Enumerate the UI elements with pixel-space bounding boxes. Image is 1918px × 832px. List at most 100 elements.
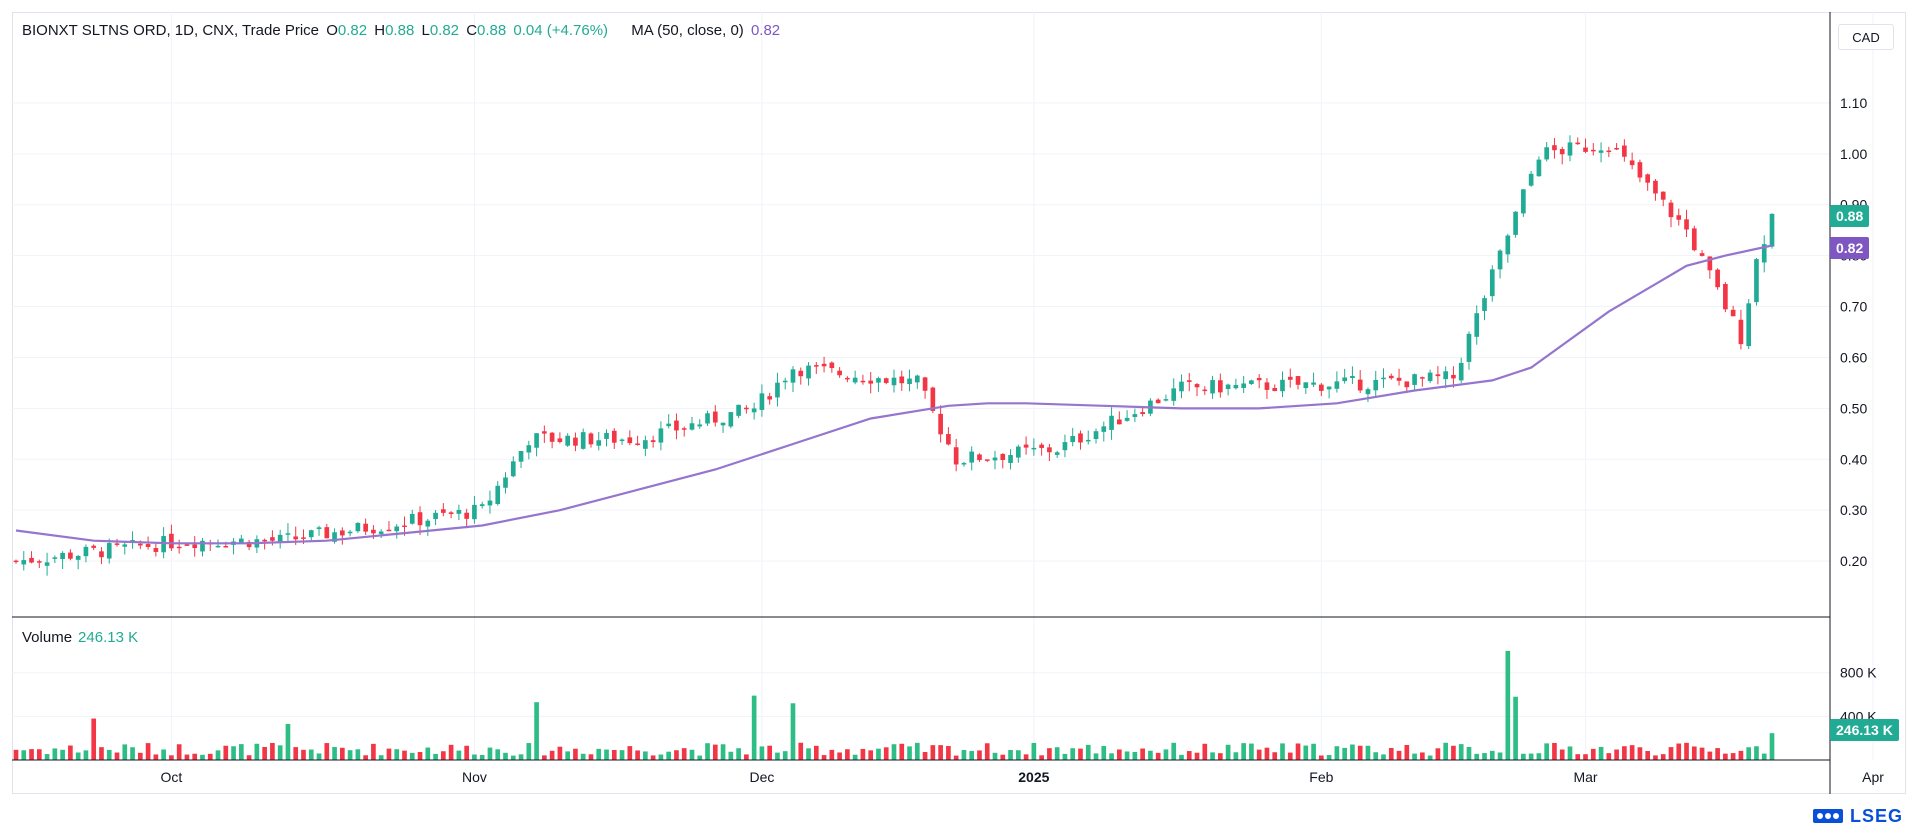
- candle-body: [417, 512, 423, 526]
- candle-body: [1000, 453, 1006, 460]
- candle-body: [441, 509, 446, 513]
- volume-bar: [1171, 742, 1177, 760]
- candle-body: [1443, 371, 1448, 380]
- candle-body: [1691, 228, 1697, 251]
- candle-body: [689, 423, 695, 430]
- candle-body: [1186, 380, 1192, 382]
- volume-bar: [930, 745, 936, 760]
- volume-bar: [790, 703, 796, 760]
- volume-bar: [1404, 744, 1410, 760]
- candle-body: [137, 543, 143, 546]
- volume-bar: [984, 743, 990, 760]
- volume-bar: [1552, 742, 1557, 760]
- volume-bar: [1365, 745, 1371, 760]
- candle-body: [36, 561, 42, 563]
- volume-bar: [728, 751, 734, 760]
- candle-body: [83, 546, 89, 557]
- volume-bar: [13, 749, 19, 760]
- volume-bar: [1676, 743, 1682, 760]
- volume-bar: [1116, 749, 1122, 760]
- candle-body: [534, 433, 539, 448]
- volume-bar: [557, 746, 563, 760]
- price-tick-label: 0.60: [1840, 349, 1867, 365]
- candle-body: [557, 438, 563, 442]
- brand-name: LSEG: [1850, 805, 1904, 826]
- candle-body: [130, 540, 135, 542]
- volume-bar: [1590, 748, 1596, 760]
- volume-bar: [409, 752, 415, 760]
- candle-body: [1396, 377, 1402, 381]
- volume-bar: [650, 755, 656, 760]
- candle-body: [106, 543, 112, 559]
- volume-bar: [231, 746, 236, 760]
- volume-bar: [394, 749, 400, 760]
- volume-bar: [433, 753, 438, 760]
- volume-bar: [448, 744, 454, 760]
- candle-body: [215, 545, 221, 548]
- candle-body: [1163, 399, 1169, 401]
- candle-body: [176, 546, 182, 549]
- candle-body: [736, 404, 741, 416]
- candle-body: [806, 365, 811, 379]
- volume-bar: [145, 743, 151, 760]
- candle-body: [728, 412, 734, 427]
- candle-body: [1614, 147, 1619, 150]
- volume-bar: [821, 755, 827, 760]
- volume-bar: [759, 746, 765, 760]
- candle-body: [1769, 213, 1775, 247]
- candle-body: [782, 380, 788, 383]
- volume-bar: [767, 745, 773, 760]
- volume-bar: [1280, 743, 1285, 760]
- candle-body: [635, 443, 640, 445]
- candle-body: [1132, 414, 1138, 417]
- volume-bar: [1637, 747, 1643, 760]
- candle-body: [510, 461, 516, 477]
- volume-bar: [588, 754, 594, 760]
- candle-body: [1754, 259, 1759, 303]
- candle-body: [1062, 442, 1068, 451]
- volume-bar: [883, 747, 889, 760]
- candle-body: [1085, 439, 1091, 442]
- candle-body: [1101, 426, 1107, 432]
- volume-bar: [1295, 743, 1301, 760]
- candle-body: [611, 430, 617, 443]
- candle-body: [503, 477, 508, 488]
- currency-button[interactable]: CAD: [1838, 24, 1894, 50]
- volume-bar: [324, 743, 330, 760]
- volume-bar: [1466, 746, 1472, 760]
- volume-bar: [1754, 746, 1759, 760]
- volume-bar: [1023, 754, 1029, 760]
- candle-body: [1738, 319, 1744, 345]
- candle-body: [1412, 374, 1417, 385]
- volume-bar: [441, 751, 446, 760]
- candle-body: [1723, 284, 1728, 310]
- candle-body: [542, 431, 547, 434]
- candle-body: [161, 536, 166, 553]
- candle-body: [347, 531, 353, 534]
- candle-body: [479, 504, 485, 507]
- candle-body: [845, 377, 850, 380]
- volume-bar: [1513, 696, 1518, 760]
- time-axis[interactable]: OctNovDec2025FebMarAprMayJunJulAugSepOc: [161, 769, 1918, 785]
- volume-bar: [907, 746, 912, 760]
- volume-bar: [1179, 754, 1184, 760]
- candle-body: [899, 376, 905, 384]
- volume-bar: [503, 752, 508, 760]
- candle-body: [1365, 389, 1371, 395]
- candle-body: [285, 533, 291, 535]
- volume-bar: [301, 749, 306, 760]
- candle-body: [1295, 376, 1301, 385]
- volume-bar: [1054, 747, 1060, 760]
- candle-body: [75, 555, 81, 560]
- volume-bar: [1256, 749, 1262, 760]
- volume-bar: [75, 752, 81, 760]
- volume-bar: [1334, 746, 1340, 760]
- price-axis[interactable]: 0.200.300.400.500.600.700.800.901.001.10: [1840, 95, 1867, 569]
- candle-body: [1272, 387, 1278, 392]
- candle-body: [425, 520, 431, 527]
- candle-body: [1559, 149, 1565, 155]
- volume-bar: [899, 743, 905, 760]
- volume-bar: [1528, 753, 1534, 760]
